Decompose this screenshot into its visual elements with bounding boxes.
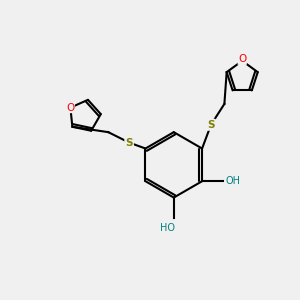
Text: S: S — [125, 138, 133, 148]
Text: O: O — [238, 54, 246, 64]
Text: OH: OH — [226, 176, 241, 186]
Text: O: O — [66, 103, 74, 112]
Text: HO: HO — [160, 223, 175, 233]
Text: S: S — [207, 120, 215, 130]
